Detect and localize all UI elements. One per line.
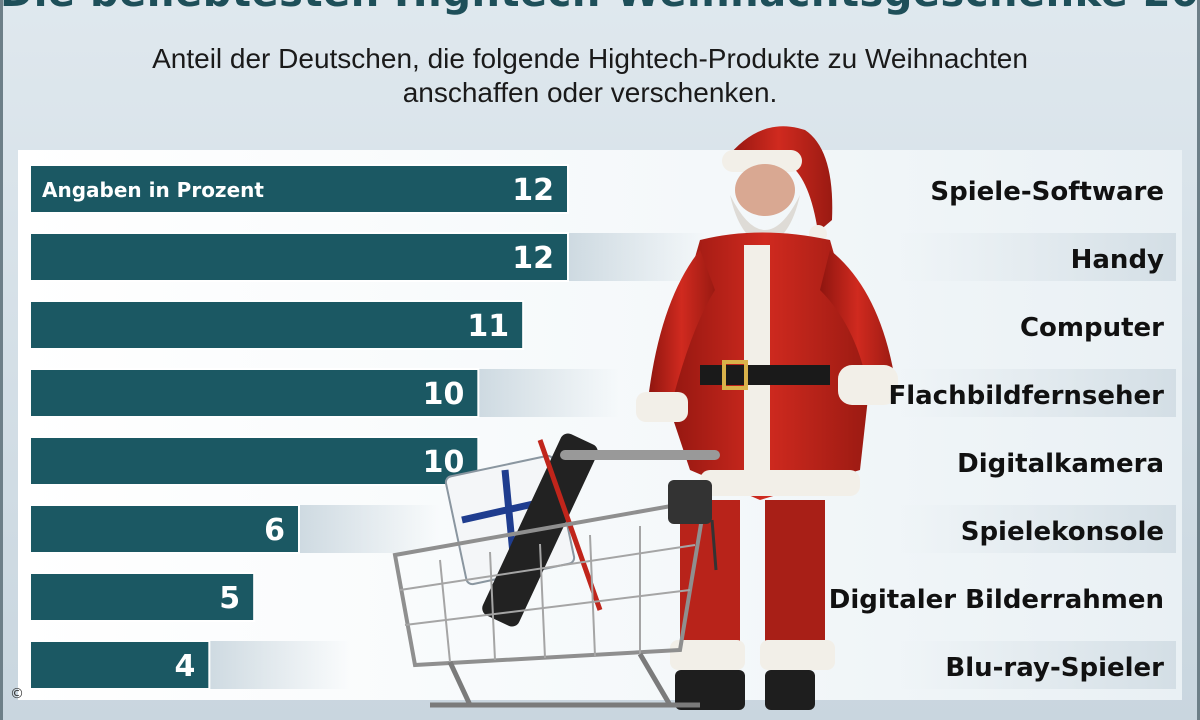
unit-note: Angaben in Prozent	[42, 178, 264, 202]
category-label: Spiele-Software	[930, 177, 1164, 207]
subtitle-line-2: anschaffen oder verschenken.	[402, 77, 778, 108]
label-stripe	[900, 369, 1176, 417]
value-label: 11	[467, 309, 509, 344]
bar	[29, 436, 480, 486]
category-label: Blu-ray-Spieler	[945, 653, 1164, 683]
bar	[29, 300, 525, 350]
bar	[29, 232, 569, 282]
category-labels: Spiele-Software Handy Computer Flachbildfer…	[829, 177, 1164, 683]
label-stripe	[900, 233, 1176, 281]
bars	[29, 164, 569, 690]
value-label: 10	[423, 445, 465, 480]
bar	[29, 640, 211, 690]
category-label: Handy	[1071, 245, 1164, 275]
row-stripe	[209, 641, 350, 689]
category-label: Computer	[1020, 313, 1164, 343]
bar	[29, 164, 569, 214]
shopping-cart-illustration	[392, 433, 720, 708]
category-label: Spielekonsole	[961, 517, 1164, 547]
bar	[29, 572, 256, 622]
bar	[29, 504, 300, 554]
row-stripes	[209, 233, 1176, 689]
value-label: 10	[423, 377, 465, 412]
chart-title: Die beliebtesten Hightech-Weihnachtsgesc…	[0, 0, 1200, 16]
frame-right	[1197, 0, 1200, 720]
chart-subtitle: Anteil der Deutschen, die folgende Hight…	[40, 42, 1140, 110]
frame-left	[0, 0, 3, 720]
row-stripe	[299, 505, 439, 553]
row-stripe	[478, 369, 619, 417]
category-label: Flachbildfernseher	[888, 381, 1164, 411]
santa-illustration	[636, 126, 898, 710]
label-stripe	[900, 505, 1176, 553]
value-label: 4	[174, 649, 195, 684]
subtitle-line-1: Anteil der Deutschen, die folgende Hight…	[152, 43, 1028, 74]
value-label: 6	[264, 513, 285, 548]
category-label: Digitaler Bilderrahmen	[829, 585, 1164, 615]
value-label: 5	[219, 581, 240, 616]
value-label: 12	[512, 241, 554, 276]
category-label: Digitalkamera	[957, 449, 1164, 479]
label-stripe	[900, 641, 1176, 689]
bar	[29, 368, 480, 418]
value-label: 12	[512, 173, 554, 208]
copyright-mark: ©	[10, 686, 24, 702]
